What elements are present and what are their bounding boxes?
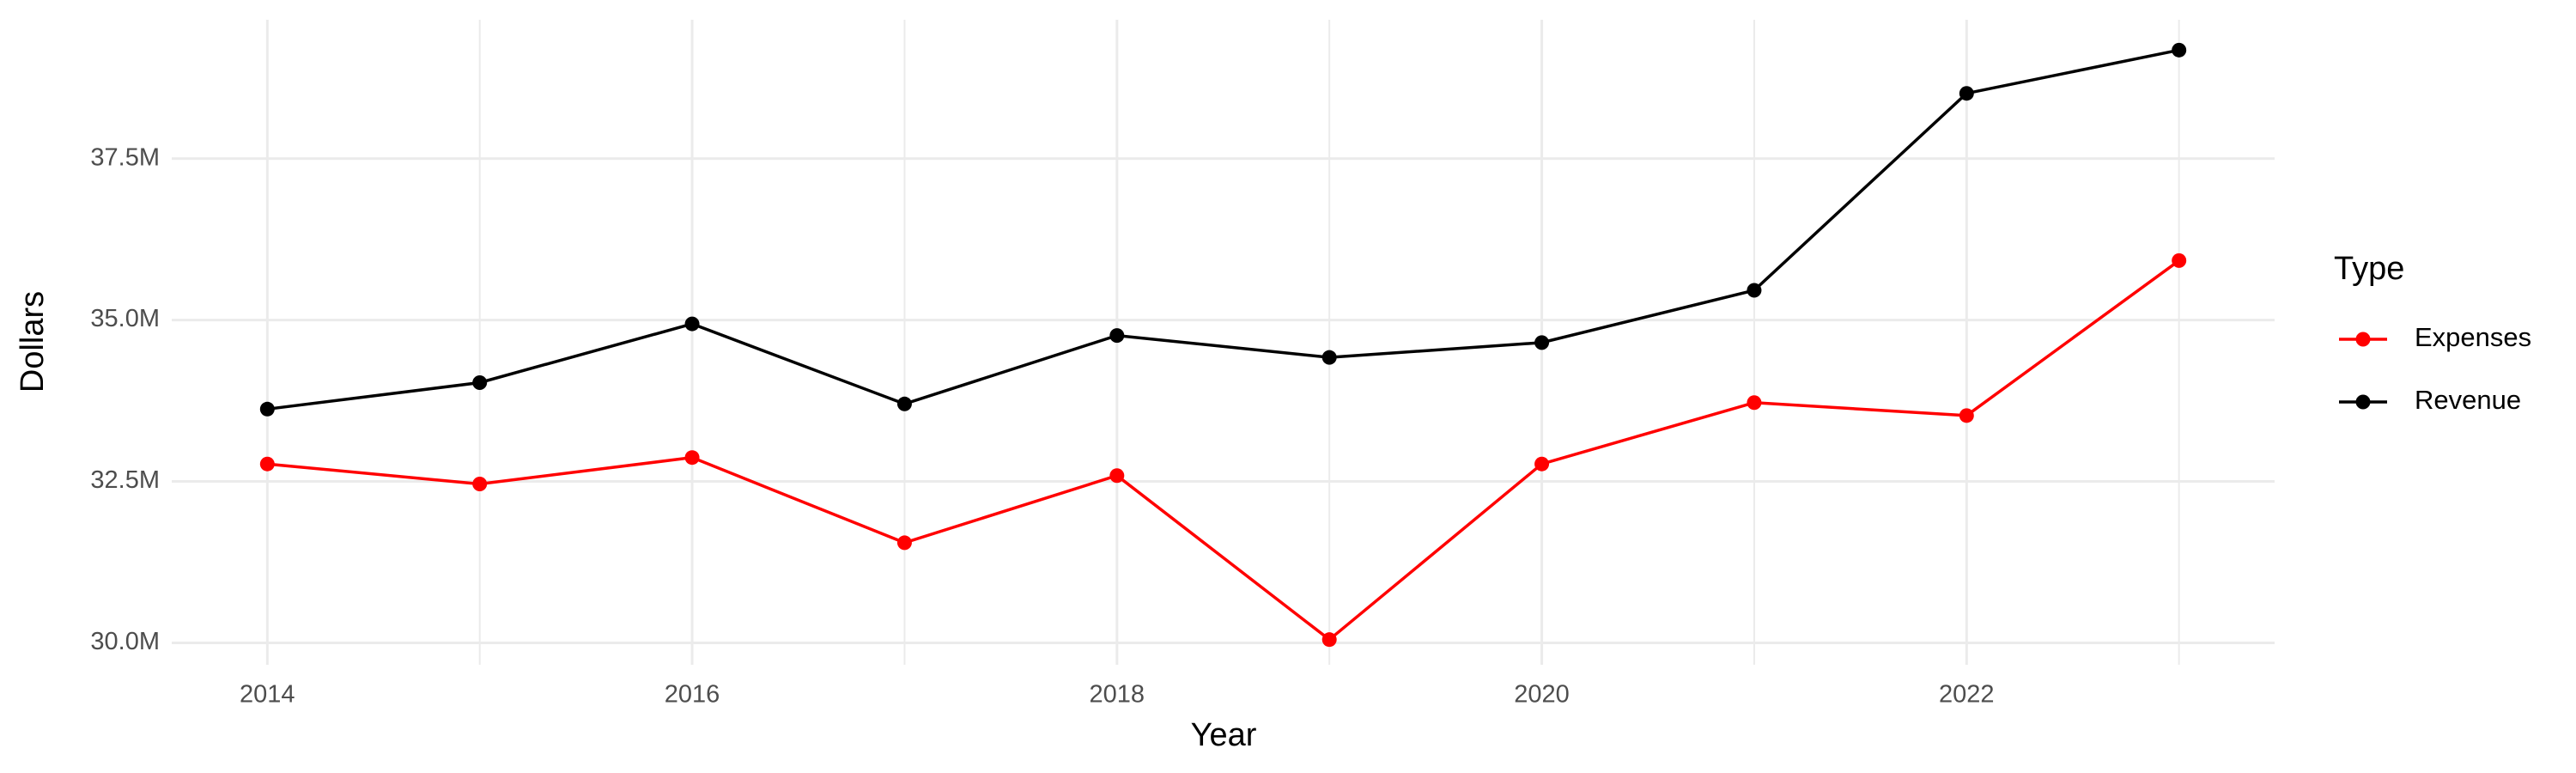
point	[896, 396, 912, 411]
point	[1747, 283, 1762, 298]
legend-label: Expenses	[2415, 322, 2531, 352]
x-tick-label: 2014	[240, 681, 295, 709]
y-axis-title: Dollars	[15, 291, 51, 393]
y-tick-label: 30.0M	[90, 628, 160, 655]
point	[1959, 408, 1974, 423]
point	[684, 316, 700, 332]
series-line	[267, 48, 2180, 411]
point	[1109, 328, 1125, 344]
legend-key	[2355, 332, 2371, 347]
point	[1959, 86, 1974, 101]
point	[1109, 468, 1125, 484]
point	[1321, 350, 1337, 365]
legend-title: Type	[2334, 251, 2404, 287]
x-tick-label: 2022	[1939, 681, 1995, 709]
point	[896, 535, 912, 551]
x-tick-label: 2018	[1090, 681, 1145, 709]
point	[472, 477, 488, 492]
x-tick-label: 2016	[665, 681, 720, 709]
y-tick-label: 37.5M	[90, 143, 160, 171]
point	[2172, 253, 2187, 268]
point	[259, 401, 275, 417]
x-tick-label: 2020	[1514, 681, 1570, 709]
point	[472, 374, 488, 390]
point	[1534, 335, 1550, 350]
point	[1747, 395, 1762, 411]
point	[1321, 632, 1337, 648]
point	[1534, 456, 1550, 472]
point	[2172, 42, 2187, 58]
point	[259, 456, 275, 472]
legend-label: Revenue	[2415, 385, 2521, 415]
series-line	[267, 259, 2180, 642]
point	[684, 450, 700, 466]
x-axis-title: Year	[1191, 717, 1257, 753]
y-tick-label: 35.0M	[90, 305, 160, 332]
legend-key	[2355, 394, 2371, 410]
y-tick-label: 32.5M	[90, 466, 160, 494]
